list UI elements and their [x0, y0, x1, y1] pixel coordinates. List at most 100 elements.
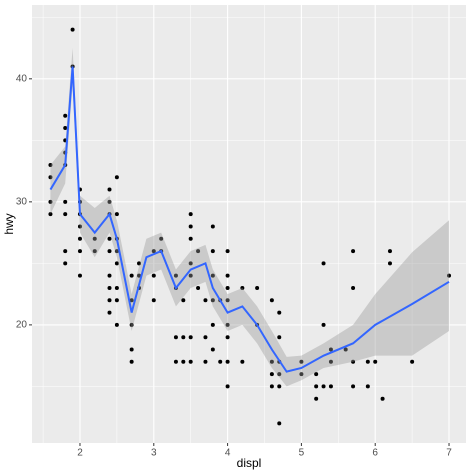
- point: [188, 261, 193, 266]
- point: [277, 310, 282, 315]
- point: [328, 384, 333, 389]
- point: [129, 273, 134, 278]
- point: [70, 27, 75, 32]
- point: [151, 298, 156, 303]
- point: [269, 372, 274, 377]
- point: [107, 273, 112, 278]
- point: [225, 249, 230, 254]
- point: [48, 212, 53, 217]
- point: [321, 384, 326, 389]
- confidence-band: [50, 48, 450, 387]
- point: [277, 421, 282, 426]
- point: [188, 273, 193, 278]
- point: [269, 359, 274, 364]
- point: [181, 359, 186, 364]
- point: [387, 261, 392, 266]
- point: [196, 285, 201, 290]
- point: [107, 236, 112, 241]
- point: [114, 261, 119, 266]
- point: [129, 347, 134, 352]
- point: [269, 298, 274, 303]
- point: [77, 236, 82, 241]
- point: [365, 359, 370, 364]
- panel-background: [32, 5, 466, 443]
- point: [107, 187, 112, 192]
- point: [314, 372, 319, 377]
- point: [321, 322, 326, 327]
- point: [210, 322, 215, 327]
- point: [63, 249, 68, 254]
- point: [343, 347, 348, 352]
- point: [196, 249, 201, 254]
- point: [277, 384, 282, 389]
- point: [299, 359, 304, 364]
- y-tick-label: 30: [16, 196, 28, 207]
- point: [129, 359, 134, 364]
- point: [365, 384, 370, 389]
- point: [137, 261, 142, 266]
- point: [114, 175, 119, 180]
- point: [63, 261, 68, 266]
- point: [328, 359, 333, 364]
- point: [63, 126, 68, 131]
- point: [255, 285, 260, 290]
- point: [277, 335, 282, 340]
- point: [240, 359, 245, 364]
- point: [225, 384, 230, 389]
- point: [63, 113, 68, 118]
- point: [188, 236, 193, 241]
- point: [380, 396, 385, 401]
- point: [129, 322, 134, 327]
- point: [210, 224, 215, 229]
- point: [210, 273, 215, 278]
- point: [225, 335, 230, 340]
- point: [63, 199, 68, 204]
- point: [159, 236, 164, 241]
- point: [351, 359, 356, 364]
- point: [173, 335, 178, 340]
- point: [114, 298, 119, 303]
- point: [218, 359, 223, 364]
- point: [225, 298, 230, 303]
- point: [225, 285, 230, 290]
- point: [299, 372, 304, 377]
- point: [203, 298, 208, 303]
- point: [151, 249, 156, 254]
- smooth-line: [49, 66, 450, 373]
- point: [328, 347, 333, 352]
- point: [277, 372, 282, 377]
- y-tick-label: 20: [16, 320, 28, 331]
- point: [114, 212, 119, 217]
- x-tick-label: 3: [151, 448, 157, 459]
- point: [387, 249, 392, 254]
- point: [92, 236, 97, 241]
- point: [203, 359, 208, 364]
- x-tick-label: 2: [77, 448, 83, 459]
- point: [321, 261, 326, 266]
- point: [210, 347, 215, 352]
- point: [48, 199, 53, 204]
- point: [114, 285, 119, 290]
- point: [151, 273, 156, 278]
- x-tick-label: 6: [372, 448, 378, 459]
- point: [48, 162, 53, 167]
- point: [188, 224, 193, 229]
- point: [173, 359, 178, 364]
- point: [188, 359, 193, 364]
- point: [188, 335, 193, 340]
- point: [107, 310, 112, 315]
- x-tick-label: 5: [299, 448, 305, 459]
- point: [314, 384, 319, 389]
- point: [173, 273, 178, 278]
- point: [63, 212, 68, 217]
- point: [210, 298, 215, 303]
- point: [188, 212, 193, 217]
- point: [351, 249, 356, 254]
- point: [373, 359, 378, 364]
- point: [77, 273, 82, 278]
- x-tick-label: 4: [225, 448, 231, 459]
- point: [410, 359, 415, 364]
- point: [181, 298, 186, 303]
- x-tick-label: 7: [446, 448, 452, 459]
